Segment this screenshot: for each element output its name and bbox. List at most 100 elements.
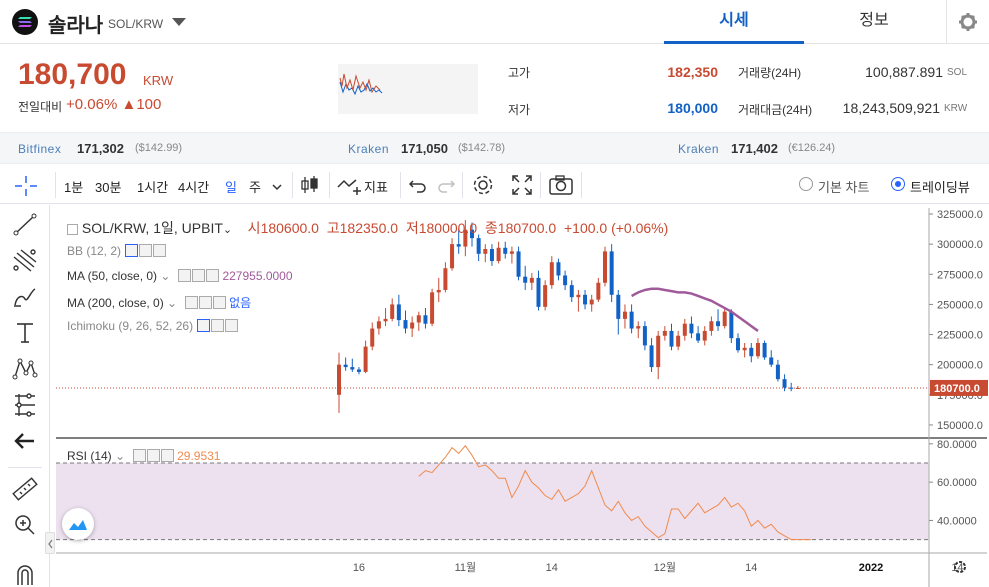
interval-dropdown-icon[interactable]	[270, 180, 284, 191]
tradingview-radio[interactable]	[891, 177, 905, 191]
change-value: +0.06% ▲100	[66, 96, 161, 113]
solana-logo-icon	[12, 9, 38, 35]
amount-value: 18,243,509,921	[842, 100, 940, 116]
interval-1w[interactable]: 주	[249, 180, 261, 195]
rsi-legend[interactable]: RSI (14) ⌄ 29.9531	[67, 449, 221, 463]
rsi-tick-label: 60.0000	[937, 477, 977, 489]
legend-change: +100.0 (+0.06%)	[563, 220, 669, 236]
legend-symbol[interactable]: SOL/KRW, 1일, UPBIT	[81, 220, 223, 236]
candle-body	[350, 367, 355, 370]
tab-info[interactable]: 정보	[859, 12, 889, 29]
high-value: 182,350	[667, 64, 718, 80]
rsi-settings-icon[interactable]	[146, 449, 160, 462]
candle-body	[782, 379, 787, 388]
pitchfork-icon[interactable]	[9, 247, 41, 275]
bb-legend[interactable]: BB (12, 2)	[67, 244, 167, 258]
indicator-icon[interactable]	[336, 172, 362, 198]
basic-chart-label[interactable]: 기본 차트	[818, 180, 870, 195]
ma200-settings-icon[interactable]	[198, 296, 212, 309]
time-tick-label: 11월	[455, 561, 477, 574]
tradingview-label[interactable]: 트레이딩뷰	[910, 180, 970, 195]
pattern-icon[interactable]	[9, 355, 41, 383]
candle-body	[483, 248, 488, 254]
ma50-legend[interactable]: MA (50, close, 0) ⌄ 227955.0000	[67, 269, 293, 283]
ichimoku-settings-icon[interactable]	[211, 319, 225, 332]
candle-body	[436, 289, 441, 293]
bb-settings-icon[interactable]	[139, 244, 153, 257]
zoom-in-icon[interactable]	[9, 511, 41, 539]
text-tool-icon[interactable]	[9, 319, 41, 347]
indicator-label[interactable]: 지표	[364, 180, 388, 195]
chart-settings-gear-icon[interactable]	[470, 172, 496, 198]
redo-icon[interactable]	[435, 174, 457, 196]
ma200-value: 없음	[229, 296, 252, 310]
candle-body	[729, 311, 734, 339]
price-tick-label: 225000.0	[937, 330, 983, 342]
axis-settings-gear-icon[interactable]	[954, 561, 966, 573]
interval-1d[interactable]: 일	[225, 180, 237, 195]
magnet-icon[interactable]	[9, 561, 41, 587]
rsi-label: RSI (14)	[67, 449, 112, 463]
ma50-remove-icon[interactable]	[206, 269, 220, 282]
legend-collapse-box[interactable]	[67, 224, 78, 235]
rsi-value: 29.9531	[177, 449, 221, 463]
camera-icon[interactable]	[547, 172, 575, 198]
candle-body	[463, 229, 468, 247]
candle-body	[569, 285, 574, 298]
interval-4h[interactable]: 4시간	[178, 180, 210, 195]
candle-body	[736, 338, 740, 351]
tools-divider	[8, 467, 42, 468]
candle-body	[603, 251, 607, 283]
candle-body	[430, 292, 435, 324]
ichimoku-hidden-eye-icon[interactable]	[197, 319, 211, 332]
settings-gear-icon[interactable]	[946, 0, 989, 44]
bb-remove-icon[interactable]	[153, 244, 167, 257]
candle-body	[343, 364, 348, 368]
tab-price[interactable]: 시세	[664, 0, 804, 44]
trend-line-icon[interactable]	[9, 211, 41, 239]
ma200-legend[interactable]: MA (200, close, 0) ⌄ 없음	[67, 296, 252, 310]
candle-body	[716, 321, 721, 327]
ma200-eye-icon[interactable]	[184, 296, 198, 309]
candle-body	[403, 320, 408, 329]
candle-body	[682, 323, 687, 336]
price-chart[interactable]: 325000.0 300000.0 275000.0 250000.0 225000.0…	[56, 208, 989, 587]
candle-body	[356, 369, 361, 372]
candle-style-icon[interactable]	[297, 172, 323, 198]
interval-30m[interactable]: 30분	[95, 180, 122, 195]
candle-body	[523, 276, 528, 283]
amount-label: 거래대금(24H)	[738, 103, 813, 117]
ma50-settings-icon[interactable]	[192, 269, 206, 282]
undo-icon[interactable]	[407, 174, 429, 196]
pair-dropdown-icon[interactable]	[172, 18, 186, 26]
tradingview-logo-icon[interactable]	[62, 508, 94, 540]
ma50-eye-icon[interactable]	[178, 269, 192, 282]
interval-1m[interactable]: 1분	[64, 180, 84, 195]
bb-hidden-eye-icon[interactable]	[125, 244, 139, 257]
rsi-eye-icon[interactable]	[132, 449, 146, 462]
ichimoku-legend[interactable]: Ichimoku (9, 26, 52, 26)	[67, 319, 239, 333]
sidebar-collapse-icon[interactable]	[45, 532, 55, 554]
fullscreen-icon[interactable]	[509, 172, 535, 198]
ichimoku-remove-icon[interactable]	[225, 319, 239, 332]
ruler-icon[interactable]	[9, 475, 41, 503]
rsi-remove-icon[interactable]	[160, 449, 174, 462]
brush-icon[interactable]	[9, 283, 41, 311]
candle-body	[390, 304, 395, 319]
toolbar-divider	[400, 172, 401, 198]
bb-label: BB (12, 2)	[67, 244, 122, 258]
candle-body	[596, 282, 601, 300]
ma200-remove-icon[interactable]	[212, 296, 226, 309]
exchange-value: 171,302	[77, 141, 124, 156]
chart-area: 325000.0 300000.0 275000.0 250000.0 225000.0…	[56, 208, 989, 587]
back-arrow-icon[interactable]	[9, 427, 41, 455]
forecast-icon[interactable]	[9, 391, 41, 419]
rsi-band-fill	[56, 462, 929, 540]
candle-body	[476, 238, 481, 254]
candle-body	[662, 330, 667, 336]
crosshair-icon[interactable]	[12, 173, 40, 199]
chart-toolbar: 1분 30분 1시간 4시간 일 주 지표	[0, 166, 989, 204]
interval-1h[interactable]: 1시간	[137, 180, 169, 195]
basic-chart-radio[interactable]	[799, 177, 813, 191]
candle-body	[689, 323, 694, 334]
